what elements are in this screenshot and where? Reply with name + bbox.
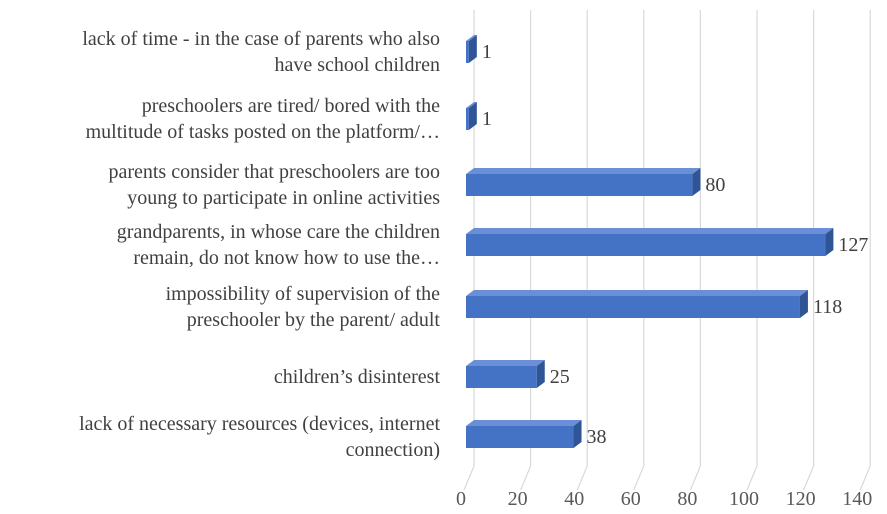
bar-side: [536, 360, 545, 388]
bar: [466, 102, 477, 130]
bar: [466, 360, 545, 388]
value-label: 25: [550, 366, 570, 388]
bar: [466, 168, 701, 196]
value-label: 1: [482, 41, 492, 63]
x-tick-label: 20: [508, 488, 528, 510]
category-label: children’s disinterest: [274, 366, 441, 388]
value-label: 38: [587, 426, 607, 448]
bar: [466, 420, 582, 448]
value-labels: 1 1 80 127 118 25 38: [482, 41, 869, 448]
bar: [466, 290, 808, 318]
bar-side: [799, 290, 808, 318]
bar-front: [466, 296, 800, 318]
gridline-floor: [463, 465, 475, 491]
bar-front: [466, 366, 537, 388]
category-label: preschoolers are tired/ bored with the mu…: [86, 95, 441, 143]
bar-top: [466, 360, 545, 366]
x-tick-label: 80: [677, 488, 697, 510]
value-label: 118: [813, 296, 842, 318]
bar-side: [692, 168, 701, 196]
x-tick-label: 0: [456, 488, 466, 510]
bar-side: [468, 102, 477, 130]
bar-side: [825, 228, 834, 256]
bar-front: [466, 41, 469, 63]
bar-top: [466, 35, 477, 41]
bar-front: [466, 426, 574, 448]
category-label: grandparents, in whose care the children…: [117, 221, 440, 269]
gridline-floor: [689, 465, 701, 491]
bar-front: [466, 174, 693, 196]
bar-side: [573, 420, 582, 448]
bar: [466, 228, 834, 256]
category-labels: lack of time - in the case of parents wh…: [79, 28, 440, 461]
bars: [466, 35, 834, 448]
x-tick-label: 60: [621, 488, 641, 510]
category-label: lack of time - in the case of parents wh…: [82, 28, 440, 76]
gridline-floor: [576, 465, 588, 491]
x-tick-label: 100: [729, 488, 759, 510]
gridline-floor: [859, 465, 871, 491]
bar-front: [466, 234, 826, 256]
value-label: 1: [482, 108, 492, 130]
category-label: lack of necessary resources (devices, in…: [79, 413, 440, 461]
bar-top: [466, 102, 477, 108]
bar-top: [466, 290, 808, 296]
x-tick-label: 120: [786, 488, 816, 510]
gridline-floor: [803, 465, 815, 491]
gridline-floor: [633, 465, 645, 491]
gridline-floor: [746, 465, 758, 491]
gridline-floor: [520, 465, 532, 491]
bar: [466, 35, 477, 63]
bar-top: [466, 420, 582, 426]
x-tick-label: 40: [564, 488, 584, 510]
value-label: 80: [705, 174, 725, 196]
value-label: 127: [838, 234, 868, 256]
bar-top: [466, 228, 834, 234]
category-label: parents consider that preschoolers are t…: [108, 161, 440, 209]
bar-side: [468, 35, 477, 63]
bar-front: [466, 108, 469, 130]
x-axis-ticks: 0 20 40 60 80 100 120 140: [456, 488, 872, 510]
category-label: impossibility of supervision of the presc…: [166, 283, 441, 331]
bar-top: [466, 168, 701, 174]
x-tick-label: 140: [842, 488, 872, 510]
